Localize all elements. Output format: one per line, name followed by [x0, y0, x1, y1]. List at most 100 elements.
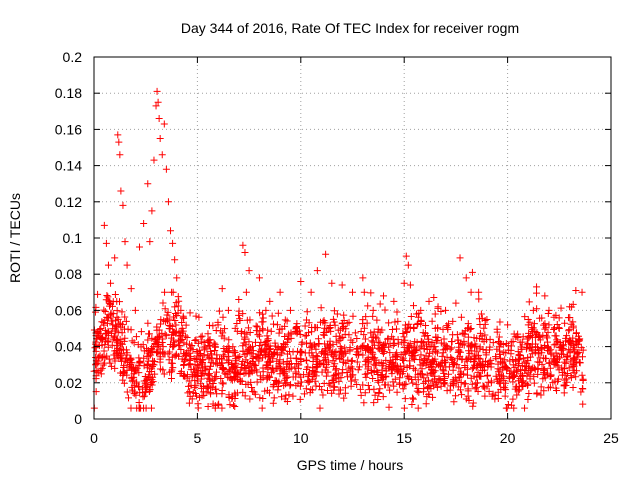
data-point [422, 377, 430, 385]
data-point [173, 274, 181, 282]
data-point [497, 386, 505, 394]
data-point [194, 400, 202, 408]
data-point [219, 351, 227, 359]
data-point [302, 356, 310, 364]
data-point [566, 349, 574, 357]
data-point [510, 372, 518, 380]
data-point [140, 354, 148, 362]
data-point [359, 320, 367, 328]
data-point [417, 306, 425, 314]
data-point [360, 288, 368, 296]
data-point [565, 327, 573, 335]
data-point [164, 317, 172, 325]
data-point [225, 394, 233, 402]
data-point [375, 389, 383, 397]
data-point [154, 98, 162, 106]
data-point [297, 347, 305, 355]
data-point [409, 352, 417, 360]
data-point [96, 334, 104, 342]
data-point [245, 267, 253, 275]
data-point [250, 388, 258, 396]
data-point [167, 227, 175, 235]
data-point [545, 306, 553, 314]
data-point [501, 356, 509, 364]
data-point [361, 370, 369, 378]
data-point [379, 393, 387, 401]
data-point [269, 355, 277, 363]
data-point [349, 312, 357, 320]
data-point [571, 346, 579, 354]
data-point [364, 343, 372, 351]
data-point [496, 350, 504, 358]
data-point [544, 309, 552, 317]
data-point [300, 371, 308, 379]
data-point [550, 356, 558, 364]
data-point [401, 381, 409, 389]
data-point [438, 352, 446, 360]
data-point [478, 314, 486, 322]
data-point [376, 385, 384, 393]
data-point [509, 371, 517, 379]
data-point [149, 378, 157, 386]
data-point [442, 306, 450, 314]
data-point [546, 373, 554, 381]
data-point [304, 363, 312, 371]
data-point [536, 332, 544, 340]
data-point [274, 309, 282, 317]
data-point [369, 306, 377, 314]
data-point [327, 349, 335, 357]
data-point [348, 357, 356, 365]
data-point [175, 342, 183, 350]
data-point [212, 368, 220, 376]
data-point [509, 395, 517, 403]
data-point [339, 324, 347, 332]
data-point [547, 371, 555, 379]
data-point [367, 348, 375, 356]
data-point [486, 343, 494, 351]
data-point [432, 380, 440, 388]
data-point [536, 354, 544, 362]
data-point [420, 339, 428, 347]
data-point [355, 363, 363, 371]
data-point [98, 334, 106, 342]
data-point [555, 324, 563, 332]
data-point [502, 349, 510, 357]
data-point [275, 329, 283, 337]
data-point [244, 380, 252, 388]
data-point [562, 334, 570, 342]
data-point [484, 371, 492, 379]
data-point [569, 342, 577, 350]
data-point [285, 347, 293, 355]
data-point [126, 355, 134, 363]
data-point [555, 366, 563, 374]
data-point [132, 333, 140, 341]
data-point [569, 300, 577, 308]
data-point [283, 317, 291, 325]
data-point [514, 348, 522, 356]
y-tick-label: 0.02 [55, 375, 82, 391]
data-point [384, 381, 392, 389]
data-point [143, 361, 151, 369]
data-point [404, 261, 412, 269]
data-point [365, 386, 373, 394]
data-point [479, 345, 487, 353]
data-point [98, 364, 106, 372]
data-point [140, 392, 148, 400]
data-point [278, 393, 286, 401]
data-point [364, 381, 372, 389]
y-tick-label: 0.06 [55, 302, 82, 318]
data-point [278, 345, 286, 353]
data-point [549, 379, 557, 387]
data-point [518, 378, 526, 386]
data-point [121, 238, 129, 246]
data-point [129, 376, 137, 384]
data-point [183, 349, 191, 357]
data-point [171, 256, 179, 264]
data-point [385, 364, 393, 372]
data-point [181, 350, 189, 358]
data-point [105, 355, 113, 363]
data-point [317, 304, 325, 312]
data-point [472, 383, 480, 391]
data-point [537, 391, 545, 399]
data-point [445, 370, 453, 378]
